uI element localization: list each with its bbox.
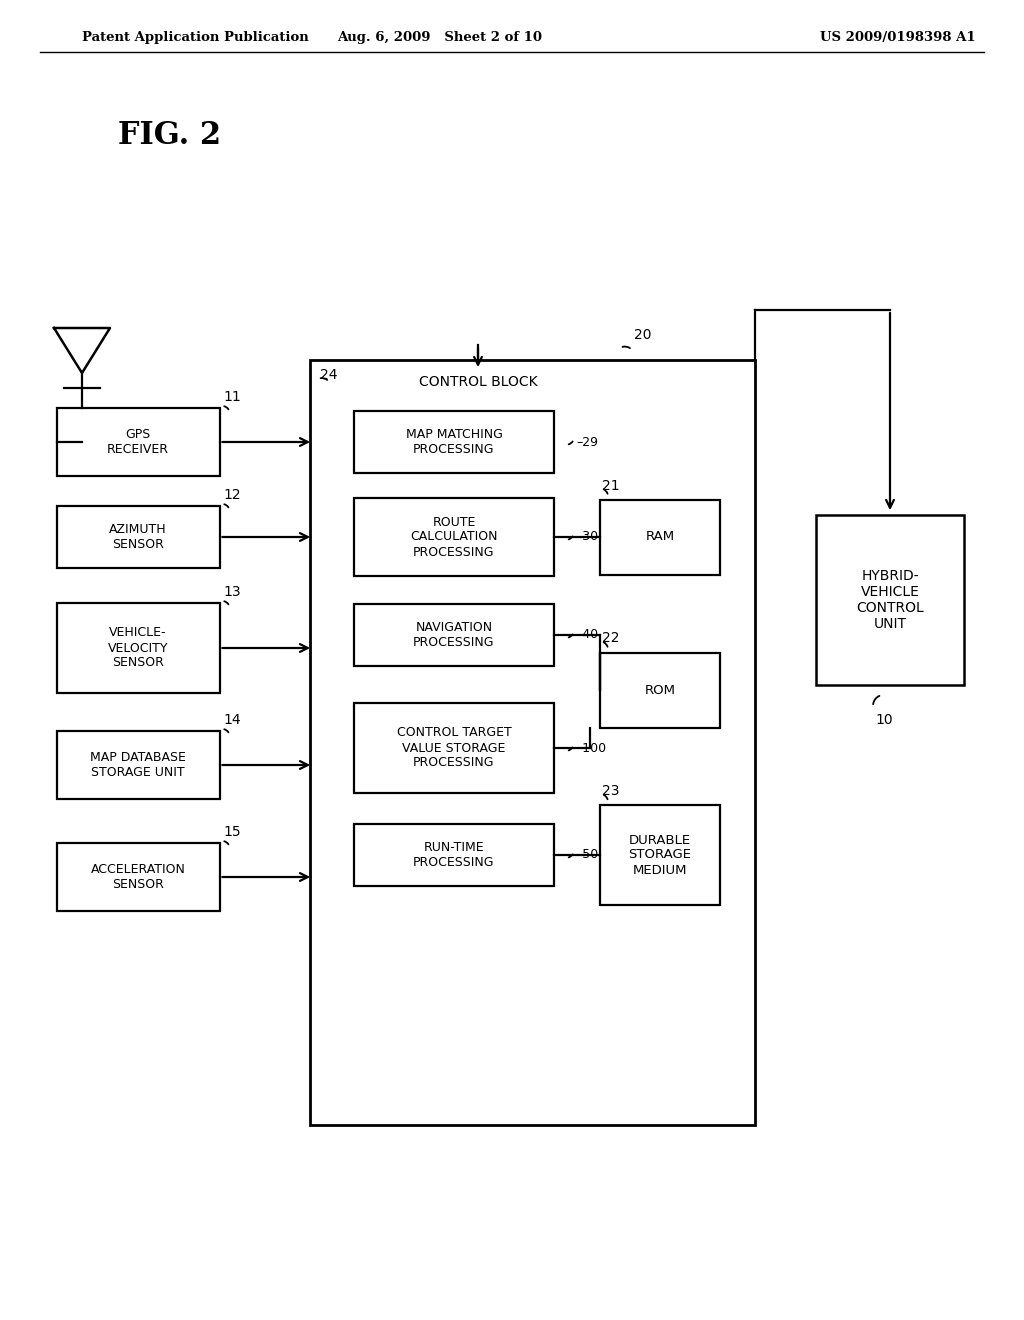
Text: ROUTE
CALCULATION
PROCESSING: ROUTE CALCULATION PROCESSING xyxy=(411,516,498,558)
Bar xyxy=(354,605,554,667)
Text: DURABLE
STORAGE
MEDIUM: DURABLE STORAGE MEDIUM xyxy=(629,833,691,876)
Bar xyxy=(600,805,720,906)
Text: –30: –30 xyxy=(575,531,598,544)
Bar xyxy=(816,515,964,685)
Text: Aug. 6, 2009   Sheet 2 of 10: Aug. 6, 2009 Sheet 2 of 10 xyxy=(338,30,543,44)
Bar xyxy=(56,843,219,911)
Text: NAVIGATION
PROCESSING: NAVIGATION PROCESSING xyxy=(414,620,495,649)
Bar xyxy=(56,408,219,477)
Bar xyxy=(600,652,720,727)
Text: MAP MATCHING
PROCESSING: MAP MATCHING PROCESSING xyxy=(406,428,503,455)
Text: 11: 11 xyxy=(223,389,242,404)
Text: AZIMUTH
SENSOR: AZIMUTH SENSOR xyxy=(110,523,167,550)
Text: ROM: ROM xyxy=(644,684,676,697)
Text: 15: 15 xyxy=(223,825,241,840)
Text: –40: –40 xyxy=(575,628,598,642)
Text: VEHICLE-
VELOCITY
SENSOR: VEHICLE- VELOCITY SENSOR xyxy=(108,627,168,669)
Text: 12: 12 xyxy=(223,488,241,502)
Bar xyxy=(354,498,554,576)
Text: Patent Application Publication: Patent Application Publication xyxy=(82,30,309,44)
Text: 22: 22 xyxy=(602,631,620,645)
Text: ACCELERATION
SENSOR: ACCELERATION SENSOR xyxy=(90,863,185,891)
Bar xyxy=(56,506,219,568)
Bar xyxy=(354,411,554,473)
Text: 14: 14 xyxy=(223,713,241,727)
Text: –100: –100 xyxy=(575,742,606,755)
Text: 10: 10 xyxy=(874,713,893,727)
Bar xyxy=(310,360,755,1125)
Text: RUN-TIME
PROCESSING: RUN-TIME PROCESSING xyxy=(414,841,495,869)
Text: MAP DATABASE
STORAGE UNIT: MAP DATABASE STORAGE UNIT xyxy=(90,751,186,779)
Bar xyxy=(600,499,720,574)
Bar xyxy=(56,731,219,799)
Text: HYBRID-
VEHICLE
CONTROL
UNIT: HYBRID- VEHICLE CONTROL UNIT xyxy=(856,569,924,631)
Text: CONTROL TARGET
VALUE STORAGE
PROCESSING: CONTROL TARGET VALUE STORAGE PROCESSING xyxy=(396,726,511,770)
Text: 21: 21 xyxy=(602,479,620,492)
Text: RAM: RAM xyxy=(645,531,675,544)
Bar xyxy=(354,824,554,886)
Text: 24: 24 xyxy=(319,368,338,381)
Text: FIG. 2: FIG. 2 xyxy=(118,120,221,150)
Text: 20: 20 xyxy=(634,327,651,342)
Text: GPS
RECEIVER: GPS RECEIVER xyxy=(106,428,169,455)
Text: 23: 23 xyxy=(602,784,620,799)
Text: –500: –500 xyxy=(575,849,606,862)
Text: CONTROL BLOCK: CONTROL BLOCK xyxy=(419,375,538,389)
Text: US 2009/0198398 A1: US 2009/0198398 A1 xyxy=(820,30,976,44)
Text: –29: –29 xyxy=(575,436,598,449)
Bar xyxy=(354,704,554,793)
Bar xyxy=(56,603,219,693)
Text: 13: 13 xyxy=(223,585,241,599)
